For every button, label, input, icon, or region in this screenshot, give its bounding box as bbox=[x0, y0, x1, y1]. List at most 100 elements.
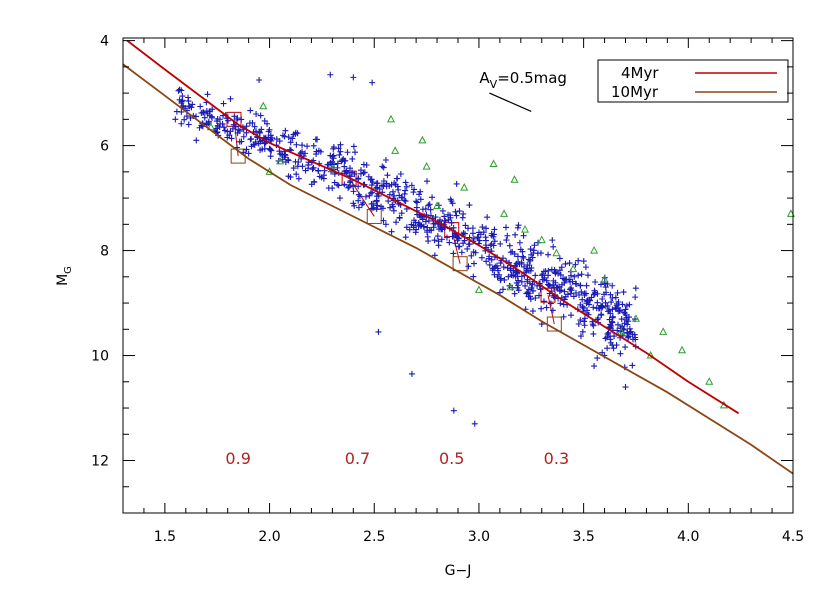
member-point bbox=[590, 322, 597, 329]
member-point bbox=[425, 217, 432, 224]
member-point bbox=[230, 121, 237, 128]
extinction-arrow bbox=[489, 92, 532, 113]
triangle-point bbox=[552, 248, 561, 257]
member-point bbox=[525, 256, 532, 263]
member-point bbox=[295, 159, 302, 166]
member-point bbox=[402, 234, 409, 241]
member-point bbox=[503, 237, 510, 244]
member-point bbox=[472, 249, 479, 256]
member-point bbox=[334, 160, 341, 167]
member-point bbox=[609, 306, 616, 313]
member-point bbox=[224, 134, 231, 141]
member-point bbox=[287, 139, 294, 146]
member-point bbox=[527, 257, 534, 264]
member-point bbox=[185, 94, 192, 101]
member-point bbox=[615, 321, 622, 328]
member-point bbox=[608, 299, 615, 306]
member-point bbox=[578, 271, 585, 278]
member-point bbox=[374, 202, 381, 209]
member-point bbox=[464, 245, 471, 252]
member-point bbox=[414, 199, 421, 206]
member-point bbox=[567, 286, 574, 293]
member-point bbox=[499, 286, 506, 293]
member-point bbox=[483, 258, 490, 265]
member-point bbox=[603, 334, 610, 341]
member-point bbox=[482, 237, 489, 244]
member-point bbox=[520, 254, 527, 261]
member-point bbox=[424, 227, 431, 234]
member-point bbox=[575, 257, 582, 264]
triangle-point bbox=[600, 274, 609, 283]
triangle-point bbox=[659, 327, 668, 335]
member-point bbox=[575, 320, 582, 327]
member-point bbox=[511, 290, 518, 297]
member-point bbox=[380, 183, 387, 190]
member-point bbox=[452, 240, 459, 247]
member-point bbox=[178, 108, 185, 115]
member-point bbox=[346, 183, 353, 190]
member-point bbox=[515, 222, 522, 229]
member-point bbox=[452, 208, 459, 215]
member-point bbox=[512, 231, 519, 238]
member-point bbox=[532, 272, 539, 279]
member-point bbox=[456, 243, 463, 250]
member-point bbox=[568, 285, 575, 292]
member-point bbox=[579, 303, 586, 310]
member-point bbox=[312, 136, 319, 143]
member-point bbox=[614, 289, 621, 296]
member-point bbox=[329, 158, 336, 165]
mass-label: 0.7 bbox=[345, 449, 370, 468]
member-point bbox=[575, 272, 582, 279]
member-point bbox=[324, 161, 331, 168]
member-point bbox=[514, 269, 521, 276]
member-point bbox=[530, 247, 537, 254]
member-point bbox=[257, 112, 264, 119]
member-point bbox=[178, 98, 185, 105]
member-point bbox=[178, 120, 185, 127]
member-point bbox=[439, 225, 446, 232]
member-point bbox=[183, 113, 190, 120]
member-point bbox=[423, 178, 430, 185]
member-point bbox=[402, 198, 409, 205]
member-point bbox=[336, 195, 343, 202]
member-point bbox=[426, 201, 433, 208]
member-point bbox=[577, 333, 584, 340]
mass-label: 0.5 bbox=[439, 449, 464, 468]
member-point bbox=[327, 71, 334, 78]
member-point bbox=[345, 184, 352, 191]
member-point bbox=[523, 290, 530, 297]
member-point bbox=[243, 123, 250, 130]
member-point bbox=[309, 166, 316, 173]
member-point bbox=[384, 172, 391, 179]
member-point bbox=[594, 299, 601, 306]
member-point bbox=[470, 260, 477, 267]
member-point bbox=[413, 226, 420, 233]
member-point bbox=[537, 286, 544, 293]
member-point bbox=[605, 329, 612, 336]
member-point bbox=[391, 192, 398, 199]
member-point bbox=[601, 291, 608, 298]
member-point bbox=[445, 211, 452, 218]
member-point bbox=[321, 167, 328, 174]
triangle-point bbox=[520, 225, 530, 233]
member-point bbox=[382, 157, 389, 164]
member-point bbox=[390, 207, 397, 214]
member-point bbox=[448, 219, 455, 226]
triangle-point bbox=[418, 135, 427, 144]
member-point bbox=[238, 116, 245, 123]
member-point bbox=[577, 317, 584, 324]
member-point bbox=[550, 277, 557, 284]
member-point bbox=[518, 278, 525, 285]
member-point bbox=[213, 118, 220, 125]
y-tick-label: 12 bbox=[91, 454, 109, 470]
member-point bbox=[294, 130, 301, 137]
member-point bbox=[310, 164, 317, 171]
member-point bbox=[545, 267, 552, 274]
member-point bbox=[583, 282, 590, 289]
member-point bbox=[560, 275, 567, 282]
member-point bbox=[514, 273, 521, 280]
member-point bbox=[456, 208, 463, 215]
member-point bbox=[389, 188, 396, 195]
member-point bbox=[625, 318, 632, 325]
member-point bbox=[560, 313, 567, 320]
